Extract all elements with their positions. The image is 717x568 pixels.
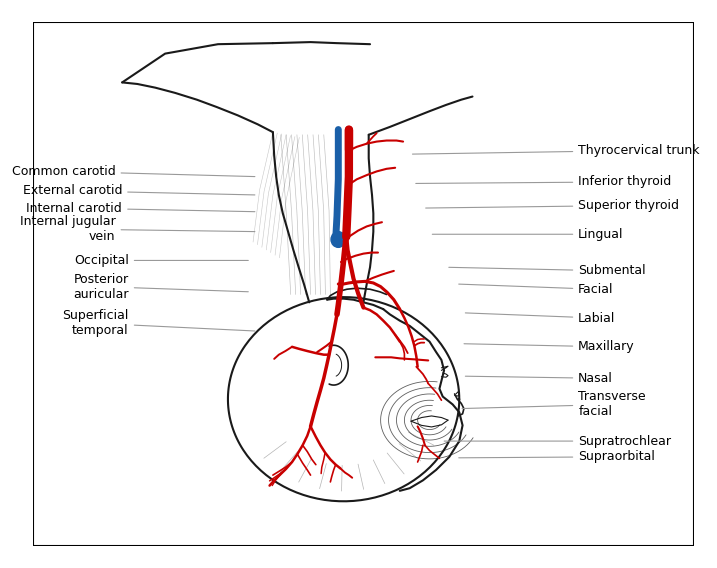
Text: Superior thyroid: Superior thyroid: [426, 199, 679, 212]
Text: Lingual: Lingual: [432, 228, 624, 241]
Text: Nasal: Nasal: [465, 371, 613, 385]
Text: Posterior
auricular: Posterior auricular: [73, 273, 248, 300]
Text: Supratrochlear: Supratrochlear: [445, 435, 671, 448]
Ellipse shape: [331, 232, 346, 247]
Text: External carotid: External carotid: [23, 184, 255, 197]
Text: Thyrocervical trunk: Thyrocervical trunk: [412, 144, 700, 157]
Text: Inferior thyroid: Inferior thyroid: [416, 176, 672, 189]
Text: Maxillary: Maxillary: [464, 340, 635, 353]
Text: Occipital: Occipital: [74, 254, 248, 267]
Text: Common carotid: Common carotid: [11, 165, 255, 178]
Text: Internal carotid: Internal carotid: [27, 202, 255, 215]
Text: Supraorbital: Supraorbital: [459, 450, 655, 463]
Text: Labial: Labial: [465, 311, 616, 324]
Text: Superficial
temporal: Superficial temporal: [62, 309, 255, 337]
Text: Facial: Facial: [459, 283, 614, 296]
Text: Transverse
facial: Transverse facial: [462, 390, 646, 419]
Text: Internal jugular
vein: Internal jugular vein: [20, 215, 255, 243]
Text: Submental: Submental: [449, 265, 646, 277]
